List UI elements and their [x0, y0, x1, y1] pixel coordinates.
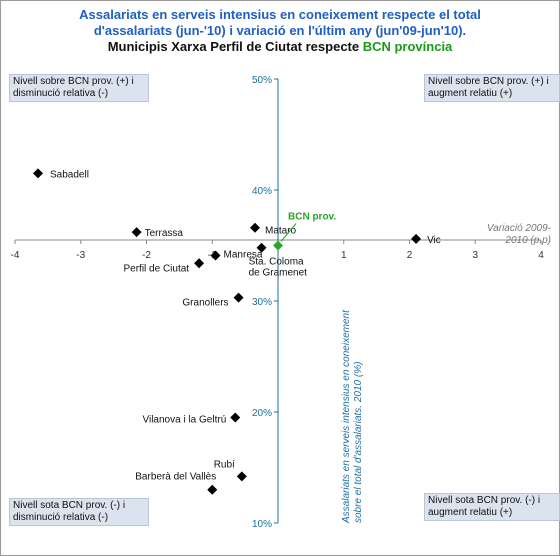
data-point [230, 412, 241, 423]
y-tick-label: 10% [252, 519, 272, 530]
data-point-label: Terrassa [145, 228, 184, 239]
x-tick-label: -4 [11, 250, 20, 261]
data-point [207, 484, 218, 495]
data-point [131, 227, 142, 238]
data-point-label: Sabadell [50, 169, 89, 180]
data-point-label: Barberà del Vallès [135, 472, 216, 483]
data-point-label: Vic [427, 235, 441, 246]
bcn-leader-line [280, 223, 297, 242]
y-tick-label: 30% [252, 297, 272, 308]
x-tick-label: 3 [472, 250, 478, 261]
data-point-label: Mataró [265, 226, 297, 237]
y-tick-label: 50% [252, 75, 272, 86]
x-tick-label: -2 [142, 250, 151, 261]
quadrant-label-bottom-right: Nivell sota BCN prov. (-) i augment rela… [424, 493, 560, 521]
x-tick-label: 1 [341, 250, 347, 261]
title-highlight: BCN província [362, 39, 453, 54]
quadrant-label-top-left: Nivell sobre BCN prov. (+) i disminució … [9, 74, 149, 102]
y-tick-label: 40% [252, 186, 272, 197]
x-tick-label: 4 [538, 250, 544, 261]
data-point [249, 222, 260, 233]
title-line-3-text: Municipis Xarxa Perfil de Ciutat respect… [107, 39, 363, 54]
data-point [210, 250, 221, 261]
data-point-label: Manresa [224, 249, 263, 260]
data-point-label: Rubí [214, 459, 235, 470]
quadrant-label-bottom-left: Nivell sota BCN prov. (-) i disminució r… [9, 498, 149, 526]
data-point [236, 471, 247, 482]
y-axis-title: Assalariats en serveis intensius en cone… [341, 309, 364, 524]
data-point [273, 240, 283, 251]
data-point [33, 168, 44, 179]
data-point [411, 233, 422, 244]
x-axis-title: Variació 2009-2010 (p.p) [487, 223, 552, 246]
chart-title: Assalariats en serveis intensius en cone… [1, 7, 559, 55]
data-point-label: Granollers [182, 298, 228, 309]
data-point [194, 258, 205, 269]
x-tick-label: 2 [407, 250, 413, 261]
data-point-label: BCN prov. [288, 212, 336, 223]
quadrant-label-top-right: Nivell sobre BCN prov. (+) i augment rel… [424, 74, 560, 102]
data-point-label: Vilanova i la Geltrú [143, 415, 227, 426]
data-point [256, 242, 267, 253]
data-point-label: Sta. Coloma de Gramenet [249, 257, 308, 279]
data-point [233, 292, 244, 303]
title-line-3: Municipis Xarxa Perfil de Ciutat respect… [1, 39, 559, 55]
y-tick-label: 20% [252, 408, 272, 419]
title-line-2: d'assalariats (jun-'10) i variació en l'… [93, 23, 467, 38]
title-line-1: Assalariats en serveis intensius en cone… [79, 7, 481, 22]
data-point-label: Perfil de Ciutat [124, 263, 190, 274]
x-tick-label: -3 [76, 250, 85, 261]
